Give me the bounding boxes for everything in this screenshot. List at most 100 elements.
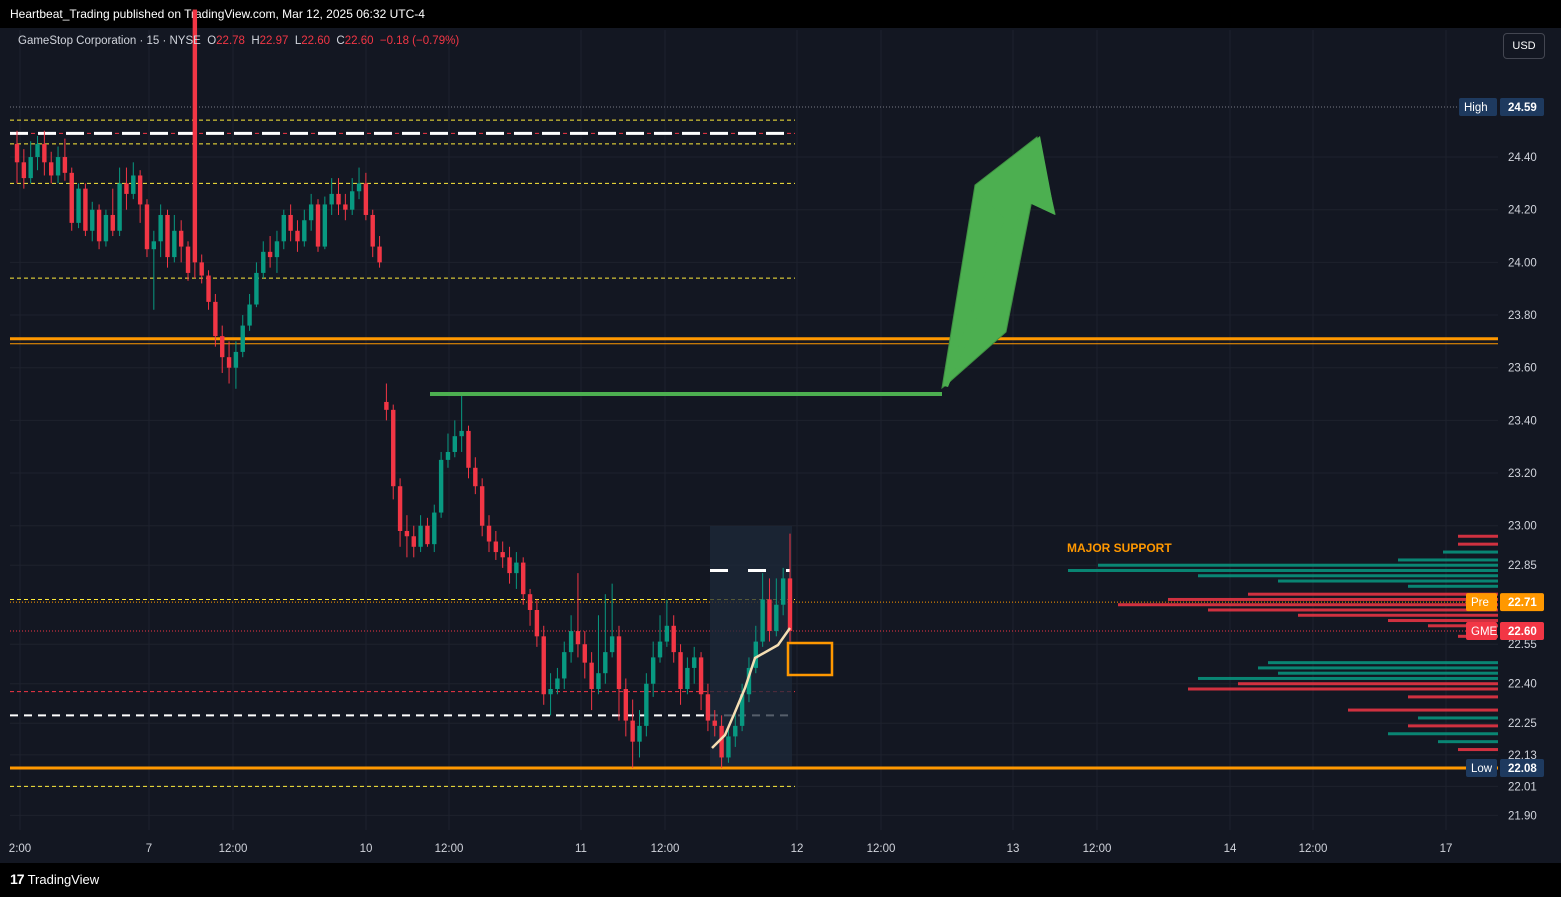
time-tick-label: 2:00 bbox=[9, 843, 31, 855]
volume-profile-bar bbox=[1268, 661, 1498, 665]
candle-body bbox=[247, 304, 252, 326]
candle bbox=[397, 478, 403, 547]
volume-profile-bar bbox=[1298, 613, 1498, 617]
price-tick-label: 23.80 bbox=[1508, 310, 1537, 322]
candle-body bbox=[589, 662, 594, 689]
candle-body bbox=[438, 459, 444, 513]
candle bbox=[322, 196, 328, 250]
candle-body bbox=[630, 720, 635, 742]
candle bbox=[411, 525, 416, 558]
time-tick-label: 7 bbox=[146, 843, 152, 855]
candle bbox=[548, 673, 553, 716]
candle bbox=[698, 652, 704, 711]
candle bbox=[609, 583, 615, 658]
time-tick-label: 12:00 bbox=[1299, 843, 1328, 855]
candles bbox=[14, 9, 793, 768]
candle-body bbox=[377, 246, 382, 263]
candle-body bbox=[267, 251, 273, 258]
candle bbox=[671, 615, 676, 663]
candle bbox=[329, 178, 334, 215]
candle bbox=[404, 515, 410, 558]
published-line: Heartbeat_Trading published on TradingVi… bbox=[10, 7, 425, 21]
candle bbox=[650, 641, 656, 697]
candle-body bbox=[329, 193, 334, 205]
price-tag-value-bg bbox=[1500, 759, 1544, 777]
price-tick-label: 22.55 bbox=[1508, 639, 1537, 651]
candle-body bbox=[356, 183, 362, 192]
candle-body bbox=[274, 241, 280, 258]
candle bbox=[466, 425, 471, 479]
price-tick-label: 22.85 bbox=[1508, 560, 1537, 572]
candle bbox=[664, 599, 670, 647]
candle bbox=[151, 230, 157, 310]
candle bbox=[267, 236, 273, 268]
volume-profile-bar bbox=[1458, 748, 1498, 752]
candle bbox=[521, 557, 526, 605]
candle-body bbox=[302, 220, 307, 242]
candle-body bbox=[185, 246, 191, 273]
high-label: H bbox=[251, 35, 260, 47]
candle bbox=[486, 515, 492, 553]
price-axis: 24.40 24.20 24.00 23.80 23.60 23.40 23.20 23.00… bbox=[1459, 98, 1544, 822]
candle-body bbox=[534, 609, 540, 637]
candle bbox=[308, 193, 314, 231]
volume-profile-bar bbox=[1278, 579, 1498, 583]
candle bbox=[144, 199, 150, 258]
candle-body bbox=[199, 262, 204, 276]
candle bbox=[336, 178, 341, 215]
candle bbox=[302, 209, 307, 247]
candle-body bbox=[562, 652, 567, 679]
candle bbox=[603, 594, 608, 684]
candle bbox=[787, 533, 793, 642]
price-tick-label: 22.40 bbox=[1508, 679, 1537, 691]
candle-body bbox=[295, 230, 300, 242]
candle-body bbox=[233, 351, 239, 368]
candle bbox=[165, 209, 170, 268]
candle bbox=[514, 552, 519, 589]
candle-body bbox=[473, 467, 478, 487]
candle bbox=[178, 220, 184, 263]
currency-button[interactable]: USD bbox=[1503, 33, 1545, 59]
footer-bar bbox=[0, 863, 1561, 897]
candle bbox=[616, 625, 622, 721]
candle bbox=[493, 530, 499, 560]
candle bbox=[199, 254, 204, 284]
candle-body bbox=[349, 191, 355, 210]
volume-profile-bar bbox=[1443, 550, 1498, 554]
volume-profile-bar bbox=[1198, 574, 1498, 578]
time-tick-label: 12 bbox=[791, 843, 804, 855]
candle bbox=[507, 546, 512, 584]
candle-body bbox=[650, 657, 656, 684]
candle bbox=[62, 138, 68, 181]
candle-body bbox=[76, 188, 81, 223]
candle bbox=[760, 573, 765, 647]
candle bbox=[705, 683, 711, 732]
candle-body bbox=[637, 725, 642, 742]
time-axis: 2:00 7 12:00 10 12:00 11 12:00 12 12:00 13 12:00 14… bbox=[9, 843, 1453, 855]
open-label: O bbox=[207, 35, 217, 47]
candle bbox=[131, 162, 136, 200]
candle bbox=[349, 178, 355, 215]
candle bbox=[712, 710, 717, 737]
candle bbox=[425, 517, 430, 547]
candle bbox=[432, 504, 437, 553]
symbol-legend: GameStop Corporation · 15 · NYSE O22.78 … bbox=[18, 35, 459, 47]
candle bbox=[739, 683, 745, 732]
price-tag-value: 22.60 bbox=[1508, 626, 1537, 638]
tradingview-logo[interactable]: 17 TradingView bbox=[10, 871, 99, 887]
candle-body bbox=[384, 401, 389, 410]
candle-body bbox=[493, 541, 499, 553]
candle bbox=[479, 478, 485, 537]
candle-body bbox=[336, 193, 341, 205]
price-tag-label-bg bbox=[1466, 593, 1497, 612]
volume-profile-bar bbox=[1198, 676, 1498, 680]
candle bbox=[110, 188, 115, 237]
candle bbox=[692, 646, 697, 684]
candle-body bbox=[281, 214, 286, 242]
candle-body bbox=[644, 683, 649, 726]
candle-body bbox=[96, 209, 102, 242]
volume-profile-bar bbox=[1208, 608, 1498, 612]
candle bbox=[733, 710, 738, 747]
candle bbox=[774, 578, 779, 637]
